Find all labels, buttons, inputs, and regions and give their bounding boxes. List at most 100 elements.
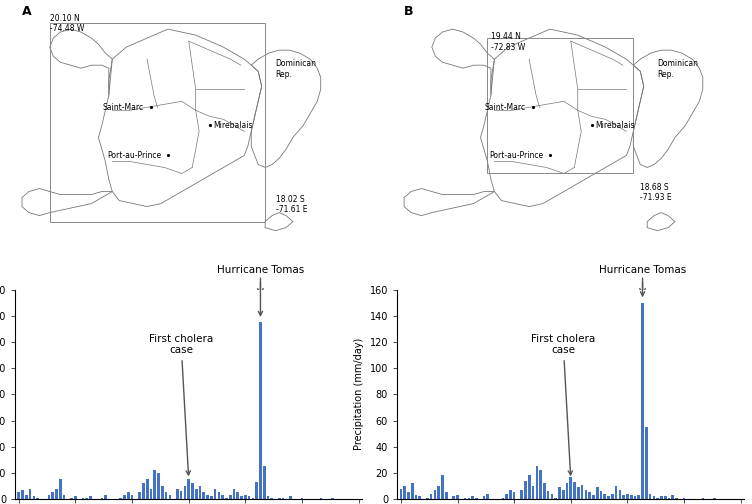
Bar [290,496,292,499]
Bar [267,496,269,499]
Bar [161,486,164,499]
Text: First cholera
case: First cholera case [531,334,596,475]
Bar [331,497,333,499]
Bar [89,496,92,499]
Bar [221,495,224,499]
Bar [74,496,77,499]
Bar [153,470,156,499]
Bar [25,495,28,499]
Text: Hurricane Tomas: Hurricane Tomas [599,265,686,275]
Bar [456,495,459,499]
Bar [217,492,220,499]
Bar [509,490,511,499]
Bar [645,427,647,499]
Bar [191,483,194,499]
Bar [539,470,542,499]
Bar [165,492,168,499]
Bar [142,483,144,499]
Bar [183,486,186,499]
Bar [505,494,508,499]
Text: Saint-Marc: Saint-Marc [102,103,144,112]
Bar [150,488,153,499]
Bar [502,497,504,499]
Bar [414,495,417,499]
Bar [445,492,447,499]
Text: Dominican
Rep.: Dominican Rep. [658,59,699,79]
Bar [566,483,569,499]
Bar [229,495,232,499]
Bar [51,492,54,499]
Bar [271,497,273,499]
Bar [623,495,625,499]
Bar [282,497,284,499]
Bar [263,466,265,499]
Bar [547,491,550,499]
Bar [29,488,32,499]
Text: Saint-Marc: Saint-Marc [484,103,526,112]
Bar [584,490,587,499]
Bar [236,492,239,499]
Bar [472,496,474,499]
Bar [176,488,179,499]
Text: Dominican
Rep.: Dominican Rep. [275,59,317,79]
Bar [434,490,436,499]
Bar [468,497,470,499]
Bar [411,483,414,499]
Bar [573,482,576,499]
Bar [131,495,133,499]
Bar [668,497,670,499]
Bar [524,481,527,499]
Bar [202,492,205,499]
Bar [464,497,466,499]
Text: Hurricane Tomas: Hurricane Tomas [217,265,304,275]
Bar [240,496,243,499]
Bar [225,497,228,499]
Bar [418,496,421,499]
Bar [638,495,640,499]
Bar [675,497,678,499]
Bar [672,495,674,499]
Bar [615,486,617,499]
Bar [558,487,561,499]
Bar [278,497,280,499]
Bar [180,491,183,499]
Bar [36,497,39,499]
Bar [47,495,50,499]
Bar [475,497,478,499]
Bar [599,491,602,499]
Bar [664,496,666,499]
Bar [63,495,65,499]
Bar [50,23,265,222]
Bar [619,490,621,499]
Text: Mirebalais: Mirebalais [595,121,635,130]
Bar [105,495,107,499]
Bar [82,497,84,499]
Bar [581,484,584,499]
Bar [702,497,705,499]
Bar [630,495,632,499]
Bar [592,495,595,499]
Bar [641,303,644,499]
Bar [256,482,258,499]
Bar [252,497,254,499]
Bar [535,466,538,499]
Bar [569,477,572,499]
Bar [157,473,160,499]
Bar [71,497,73,499]
Text: 18.68 S
-71.93 E: 18.68 S -71.93 E [640,182,672,202]
Bar [259,323,262,499]
Bar [543,483,546,499]
Bar [603,494,606,499]
Bar [520,490,523,499]
Bar [168,495,171,499]
Bar [138,492,141,499]
Bar [596,487,599,499]
Bar [634,496,636,499]
Bar [146,479,148,499]
Y-axis label: Precipitation (mm/day): Precipitation (mm/day) [354,338,364,451]
Bar [426,497,429,499]
Bar [195,488,198,499]
Bar [248,496,250,499]
Bar [660,496,663,499]
Bar [127,492,129,499]
